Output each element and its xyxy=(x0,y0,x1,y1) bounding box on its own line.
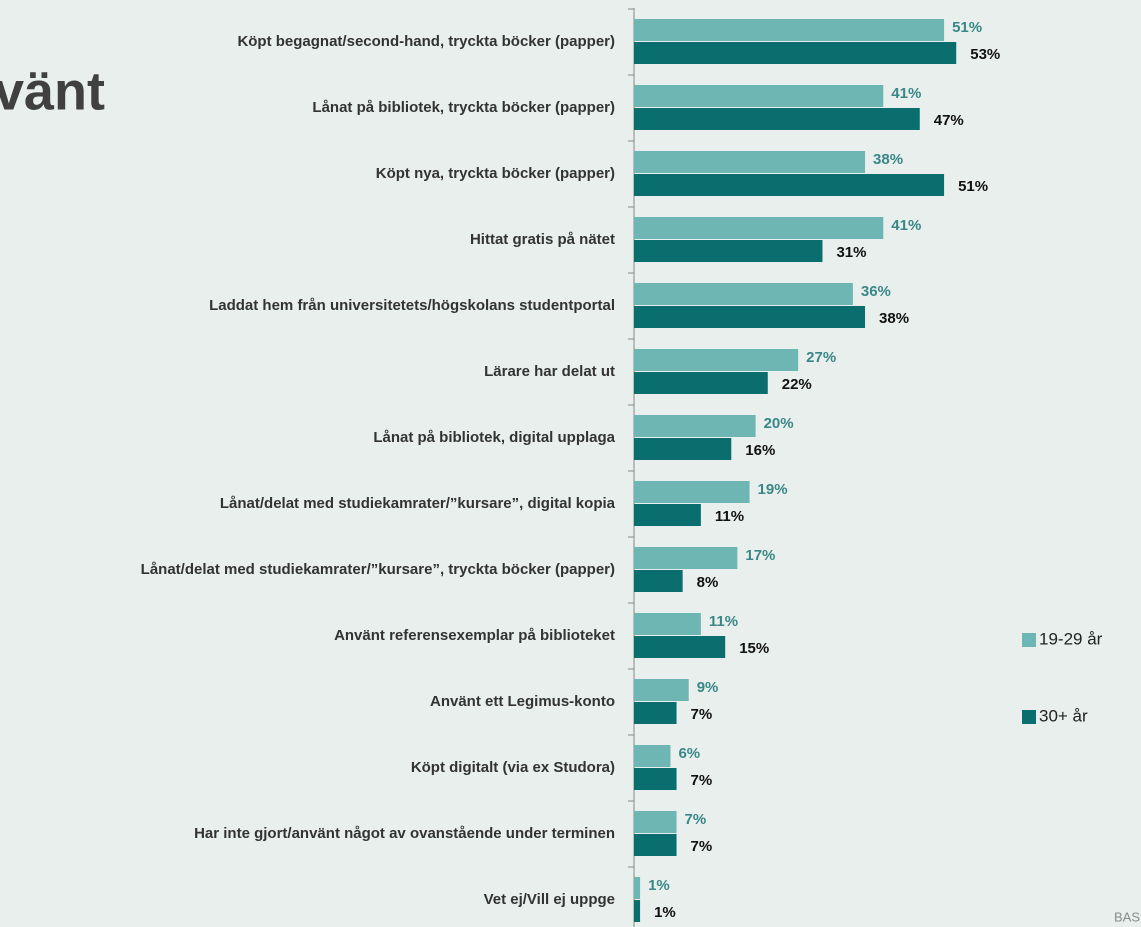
category-label: Har inte gjort/använt något av ovanståen… xyxy=(194,825,615,842)
value-label: 47% xyxy=(934,112,964,129)
legend-swatch xyxy=(1022,633,1036,647)
category-label: Vet ej/Vill ej uppge xyxy=(484,891,615,908)
value-label: 22% xyxy=(782,376,812,393)
category-label: Använt referensexemplar på biblioteket xyxy=(334,627,615,644)
value-label: 6% xyxy=(678,745,700,762)
bar xyxy=(634,415,756,437)
bar xyxy=(634,768,677,790)
value-label: 7% xyxy=(691,772,713,789)
bar xyxy=(634,349,799,371)
bar xyxy=(634,679,689,701)
bar xyxy=(634,174,945,196)
bar xyxy=(634,217,884,239)
bar xyxy=(634,811,677,833)
category-label: Lärare har delat ut xyxy=(484,363,615,380)
category-label: Köpt nya, tryckta böcker (papper) xyxy=(376,165,615,182)
bar xyxy=(634,240,823,262)
bar xyxy=(634,481,750,503)
bar xyxy=(634,85,884,107)
value-label: 38% xyxy=(879,310,909,327)
bar xyxy=(634,372,768,394)
bar xyxy=(634,570,683,592)
bar xyxy=(634,19,945,41)
category-label: Köpt begagnat/second-hand, tryckta böcke… xyxy=(237,33,615,50)
source: BAS xyxy=(1114,909,1140,924)
category-label: Lånat/delat med studiekamrater/”kursare”… xyxy=(220,495,616,512)
value-label: 36% xyxy=(861,283,891,300)
bar xyxy=(634,504,701,526)
chart-title: vänt xyxy=(0,61,105,121)
bar xyxy=(634,636,726,658)
category-label: Lånat/delat med studiekamrater/”kursare”… xyxy=(141,561,615,578)
category-label: Använt ett Legimus-konto xyxy=(430,693,615,710)
value-label: 53% xyxy=(970,46,1000,63)
value-label: 17% xyxy=(745,547,775,564)
bar xyxy=(634,108,920,130)
value-label: 19% xyxy=(758,481,788,498)
category-label: Köpt digitalt (via ex Studora) xyxy=(411,759,615,776)
bar xyxy=(634,900,641,922)
value-label: 11% xyxy=(715,508,744,525)
value-label: 38% xyxy=(873,151,903,168)
category-label: Lånat på bibliotek, tryckta böcker (papp… xyxy=(312,99,615,116)
value-label: 15% xyxy=(739,640,769,657)
value-label: 51% xyxy=(952,19,982,36)
value-label: 1% xyxy=(648,877,670,894)
value-label: 7% xyxy=(685,811,707,828)
value-label: 7% xyxy=(691,706,713,723)
category-label: Hittat gratis på nätet xyxy=(470,231,615,248)
bar xyxy=(634,702,677,724)
bar xyxy=(634,438,732,460)
legend-swatch xyxy=(1022,710,1036,724)
value-label: 16% xyxy=(745,442,775,459)
bar xyxy=(634,42,957,64)
value-label: 9% xyxy=(697,679,719,696)
bar xyxy=(634,877,641,899)
bar xyxy=(634,283,853,305)
value-label: 41% xyxy=(891,217,921,234)
value-label: 27% xyxy=(806,349,836,366)
value-label: 31% xyxy=(836,244,866,261)
legend-label: 30+ år xyxy=(1039,706,1088,725)
value-label: 7% xyxy=(691,838,713,855)
value-label: 51% xyxy=(958,178,988,195)
value-label: 11% xyxy=(709,613,738,630)
bar xyxy=(634,613,701,635)
bar xyxy=(634,151,866,173)
value-label: 8% xyxy=(697,574,719,591)
value-label: 1% xyxy=(654,904,676,921)
bar xyxy=(634,834,677,856)
category-label: Lånat på bibliotek, digital upplaga xyxy=(373,429,615,446)
bar xyxy=(634,547,738,569)
category-label: Laddat hem från universitetets/högskolan… xyxy=(209,297,615,314)
bar xyxy=(634,306,866,328)
bar xyxy=(634,745,671,767)
legend-label: 19-29 år xyxy=(1039,629,1103,648)
value-label: 41% xyxy=(891,85,921,102)
value-label: 20% xyxy=(764,415,794,432)
